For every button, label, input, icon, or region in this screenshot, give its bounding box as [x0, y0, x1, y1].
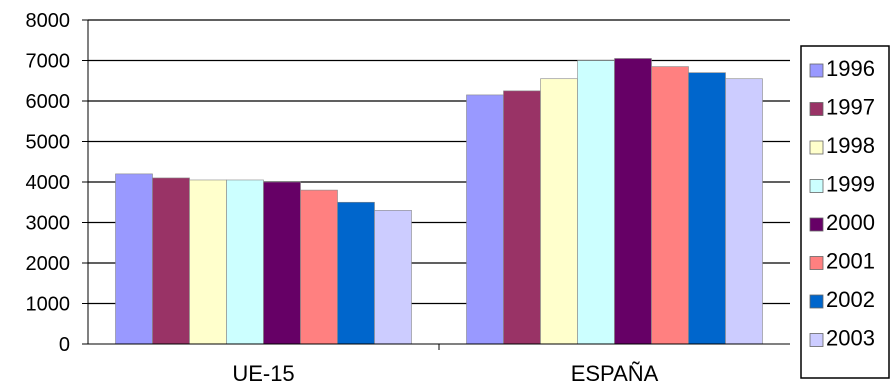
bar-2000-ue-15: [263, 181, 301, 345]
legend-swatch-1996: [809, 63, 824, 78]
legend-box: [800, 45, 890, 379]
legend-label: 2001: [826, 249, 875, 274]
category-label: ESPAÑA: [571, 361, 659, 386]
bar-2002-españa: [688, 72, 726, 345]
legend-label: 2000: [826, 210, 875, 235]
legend-label: 1998: [826, 133, 875, 158]
y-tick-label: 1000: [26, 294, 71, 316]
y-tick-label: 6000: [26, 91, 71, 113]
y-tick-label: 2000: [26, 253, 71, 275]
legend: 1996 1997 1998 1999 2000 2001 2002 2003: [800, 45, 890, 379]
bar-1996-ue-15: [115, 173, 153, 345]
legend-swatch-2000: [809, 217, 824, 232]
legend-label: 2003: [826, 326, 875, 351]
y-tick-label: 5000: [26, 132, 71, 154]
bar-2001-españa: [651, 66, 689, 345]
bar-2002-ue-15: [337, 201, 375, 345]
bar-1997-españa: [503, 90, 541, 345]
legend-swatch-2001: [809, 256, 824, 270]
legend-swatch-1999: [809, 179, 824, 193]
bar-1998-ue-15: [189, 179, 227, 345]
bar-1997-ue-15: [152, 177, 190, 345]
bar-1996-españa: [466, 94, 504, 345]
bars: [115, 58, 763, 345]
bar-2000-españa: [614, 58, 652, 345]
bar-1999-españa: [577, 60, 615, 345]
bar-2003-ue-15: [374, 210, 412, 345]
legend-label: 1997: [826, 95, 875, 120]
category-label: UE-15: [232, 361, 294, 386]
legend-label: 1996: [826, 56, 875, 81]
legend-label: 1999: [826, 172, 875, 197]
legend-swatch-2003: [809, 333, 824, 347]
y-tick-label: 3000: [26, 213, 71, 235]
bar-2003-españa: [725, 78, 763, 345]
x-axis-categories: UE-15 ESPAÑA: [232, 344, 659, 386]
bar-1999-ue-15: [226, 179, 264, 345]
bar-1998-españa: [540, 78, 578, 345]
y-axis-ticks: 0 1000 2000 3000 4000 5000 6000 7000 8000: [26, 10, 88, 356]
legend-label: 2002: [826, 287, 875, 312]
y-tick-label: 8000: [26, 10, 71, 32]
y-tick-label: 7000: [26, 51, 71, 73]
y-tick-label: 4000: [26, 172, 71, 194]
bar-2001-ue-15: [300, 189, 338, 345]
legend-swatch-1997: [809, 102, 824, 116]
y-tick-label: 0: [59, 334, 70, 356]
legend-swatch-1998: [809, 140, 824, 155]
legend-swatch-2002: [809, 294, 824, 309]
